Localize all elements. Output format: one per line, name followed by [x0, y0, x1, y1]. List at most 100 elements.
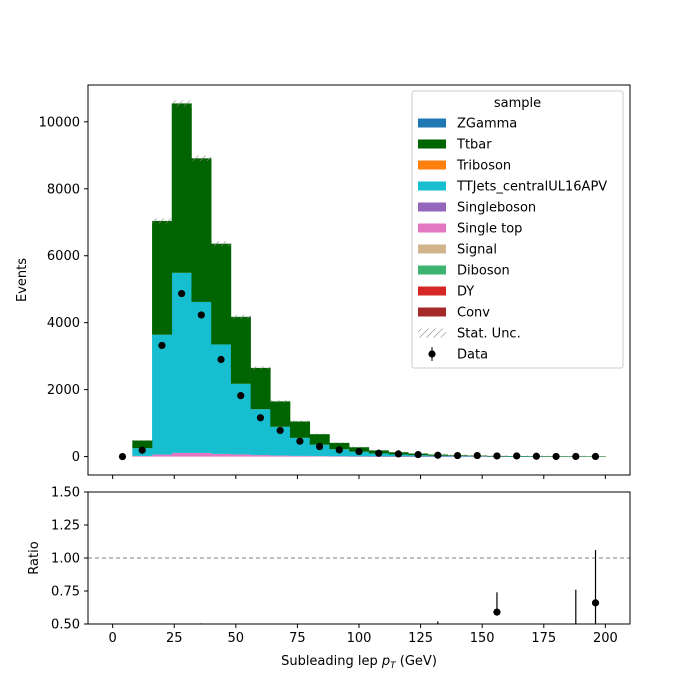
main-y-tick-label-2000: 2000 — [47, 383, 80, 398]
data-point-3 — [178, 289, 186, 298]
legend-label-single-top: Single top — [457, 222, 522, 237]
legend-box — [411, 90, 624, 369]
bar-single-top-6 — [230, 454, 251, 457]
bar-ttbar-1 — [132, 440, 153, 449]
data-point-11 — [335, 446, 343, 454]
legend-label-zgamma: ZGamma — [457, 117, 517, 132]
data-point-9 — [296, 437, 304, 445]
data-point-14 — [394, 450, 403, 458]
legend-swatch-singleboson — [418, 202, 446, 212]
data-point-19 — [493, 452, 501, 460]
bar-ttbar-8 — [270, 401, 291, 427]
ratio-y-tick-label-0.50: 0.50 — [51, 618, 80, 633]
ratio-y-tick-label-1.50: 1.50 — [51, 486, 80, 501]
main-y-tick-label-10000: 10000 — [39, 115, 80, 130]
x-axis-label-text: Subleading lep — [281, 654, 382, 669]
ratio-x-tick-label-100: 100 — [347, 631, 372, 646]
bar-ttjets_centralul16apv-4 — [191, 301, 212, 453]
legend-label-data: Data — [457, 348, 488, 363]
bar-ttbar-3 — [171, 103, 192, 273]
bar-ttbar-5 — [211, 243, 232, 345]
legend-label-ttbar: Ttbar — [456, 138, 492, 153]
data-point-17 — [453, 451, 462, 460]
ratio-y-tick-label-1.00: 1.00 — [51, 552, 80, 567]
bar-ttjets_centralul16apv-9 — [290, 437, 311, 456]
legend-label-signal: Signal — [457, 243, 497, 258]
data-point-12 — [355, 447, 363, 456]
legend: sample ZGamma Ttbar Triboson TTJets_centralU… — [411, 90, 624, 369]
bar-single-top-7 — [250, 455, 271, 457]
main-y-tick-label-8000: 8000 — [47, 182, 80, 197]
data-point-2 — [158, 341, 166, 350]
legend-label-dy: DY — [457, 285, 474, 300]
stat-unc-12 — [349, 446, 369, 448]
stat-unc-9 — [290, 420, 310, 423]
stat-unc-1 — [132, 439, 153, 442]
stat-unc-3 — [171, 100, 192, 107]
legend-swatch-dy — [418, 286, 446, 296]
bar-single-top-2 — [152, 454, 173, 457]
bar-single-top-1 — [132, 455, 153, 457]
main-y-tick-label-4000: 4000 — [47, 316, 80, 331]
legend-swatch-single-top — [418, 223, 446, 233]
legend-label-ttjets-centralul16apv: TTJets_centralUL16APV — [456, 180, 607, 195]
stat-unc-10 — [309, 433, 330, 435]
data-point-8 — [276, 426, 284, 435]
bar-ttjets_centralul16apv-3 — [171, 272, 192, 453]
bar-ttjets_centralul16apv-10 — [309, 444, 330, 457]
legend-swatch-triboson — [418, 160, 446, 170]
ratio-y-axis-label: Ratio — [27, 541, 42, 574]
data-point-6 — [237, 392, 245, 400]
legend-title: sample — [494, 96, 541, 111]
bar-single-top-3 — [171, 452, 192, 457]
bar-ttjets_centralul16apv-2 — [152, 334, 173, 455]
legend-label-singleboson: Singleboson — [457, 201, 536, 216]
bar-ttjets_centralul16apv-8 — [270, 426, 291, 456]
data-point-23 — [572, 452, 580, 461]
x-axis-label: Subleading lep pT (GeV) — [281, 654, 437, 671]
data-point-15 — [414, 450, 422, 459]
main-y-axis-label: Events — [15, 258, 30, 302]
x-axis-label-math: p — [381, 654, 390, 669]
ratio-x-tick-label-50: 50 — [228, 631, 245, 646]
data-point-0 — [118, 452, 127, 461]
legend-swatch-ttjets-centralul16apv — [418, 181, 446, 191]
bar-single-top-5 — [211, 453, 232, 457]
ratio-content — [88, 550, 630, 624]
bar-single-top-10 — [309, 456, 330, 457]
ratio-x-tick-label-150: 150 — [470, 631, 495, 646]
bar-ttbar-7 — [250, 367, 271, 410]
data-point-1 — [138, 446, 146, 454]
legend-label-diboson: Diboson — [457, 264, 510, 279]
bar-ttbar-6 — [230, 316, 251, 384]
stat-unc-4 — [191, 155, 212, 162]
data-point-24 — [591, 452, 600, 461]
ratio-axes-frame — [87, 491, 631, 625]
ratio-point-1 — [591, 599, 600, 607]
legend-label-triboson: Triboson — [456, 159, 511, 174]
data-point-21 — [532, 452, 540, 460]
legend-label-stat-unc-: Stat. Unc. — [457, 327, 521, 342]
ratio-x-tick-label-0: 0 — [108, 631, 116, 646]
bar-ttbar-11 — [329, 442, 350, 450]
bar-ttbar-4 — [191, 158, 212, 302]
bar-single-top-12 — [349, 456, 370, 457]
main-y-tick-label-0: 0 — [72, 450, 80, 465]
data-point-16 — [434, 451, 442, 459]
bar-ttbar-2 — [152, 220, 173, 335]
stat-unc-2 — [152, 218, 172, 224]
ratio-y-tick-label-0.75: 0.75 — [51, 585, 80, 600]
legend-marker-data — [428, 350, 436, 358]
ratio-x-tick-label-200: 200 — [593, 631, 618, 646]
data-point-22 — [552, 452, 560, 461]
x-axis-label-sub: T — [390, 661, 397, 671]
ratio-x-tick-label-75: 75 — [289, 631, 306, 646]
stat-unc-5 — [211, 241, 231, 247]
bar-single-top-11 — [329, 456, 350, 457]
main-plot: 0 2000 4000 6000 8000 10000 Events — [15, 84, 631, 479]
data-point-18 — [473, 451, 481, 460]
data-point-7 — [256, 414, 265, 422]
main-y-tick-label-6000: 6000 — [47, 249, 80, 264]
bar-ttjets_centralul16apv-5 — [211, 344, 232, 454]
data-point-4 — [197, 311, 205, 319]
